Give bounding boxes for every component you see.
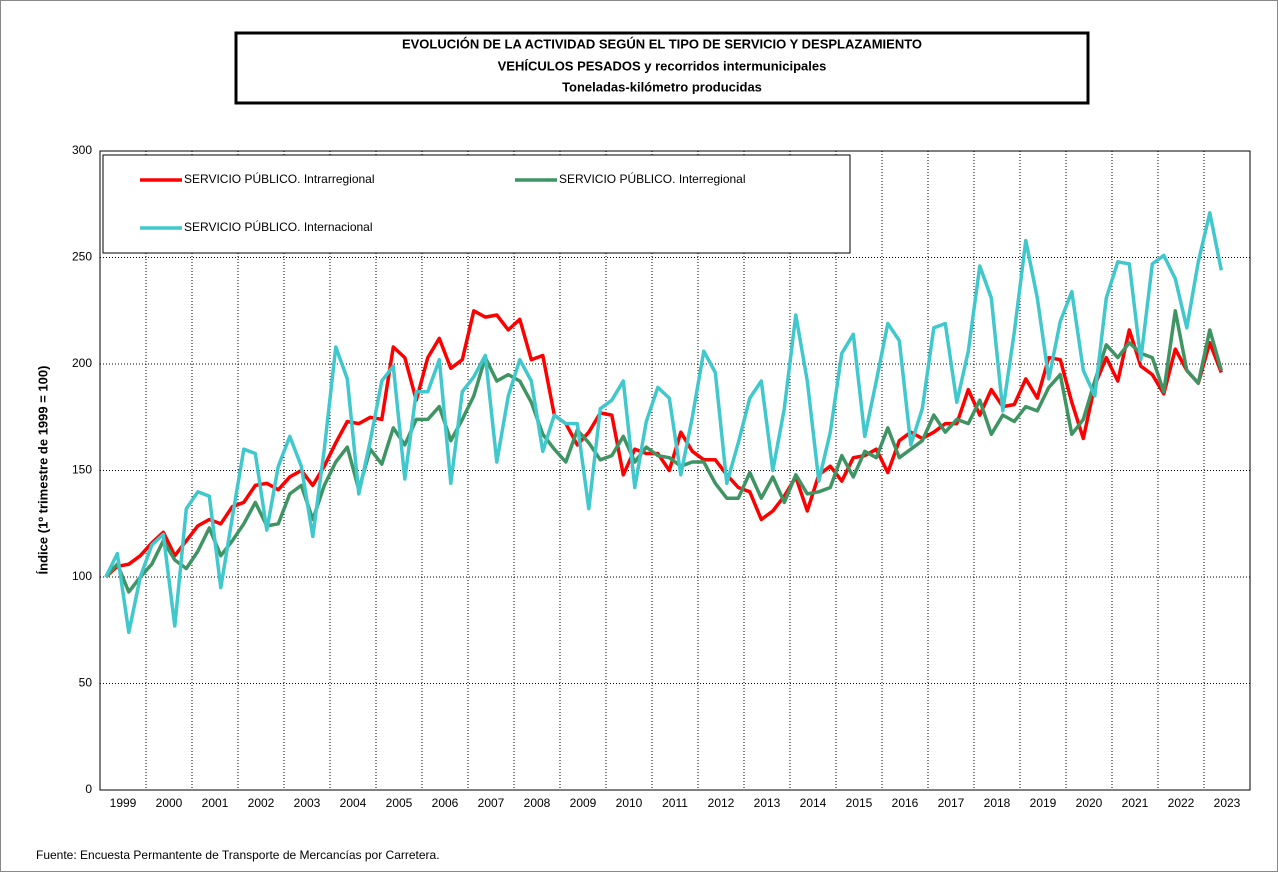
series-line: [104, 309, 1223, 579]
legend-label: SERVICIO PÚBLICO. Internacional: [184, 219, 373, 234]
y-tick-label: 150: [72, 463, 92, 477]
x-tick-label: 1999: [110, 796, 137, 810]
x-tick-label: 2016: [892, 796, 919, 810]
x-tick-label: 2000: [156, 796, 183, 810]
x-tick-label: 2003: [294, 796, 321, 810]
x-tick-label: 2023: [1214, 796, 1241, 810]
x-tick-label: 2015: [846, 796, 873, 810]
legend-label: SERVICIO PÚBLICO. Intrarregional: [184, 171, 375, 186]
chart-title: EVOLUCIÓN DE LA ACTIVIDAD SEGÚN EL TIPO …: [402, 36, 922, 51]
y-tick-label: 0: [85, 782, 92, 796]
x-tick-label: 2020: [1076, 796, 1103, 810]
y-tick-label: 250: [72, 250, 92, 264]
x-tick-label: 2007: [478, 796, 505, 810]
series-line: [104, 211, 1224, 635]
x-tick-label: 2002: [248, 796, 275, 810]
y-tick-label: 200: [72, 356, 92, 370]
plot-area: [99, 150, 1251, 791]
x-tick-label: 2004: [340, 796, 367, 810]
x-tick-label: 2001: [202, 796, 229, 810]
chart-subtitle: Toneladas-kilómetro producidas: [562, 79, 762, 94]
legend-box: [102, 154, 851, 254]
x-tick-label: 2011: [662, 796, 688, 810]
x-tick-label: 2018: [984, 796, 1011, 810]
x-tick-label: 2017: [938, 796, 965, 810]
y-tick-label: 300: [72, 143, 92, 157]
x-tick-label: 2009: [570, 796, 597, 810]
chart-subtitle: VEHÍCULOS PESADOS y recorridos intermuni…: [498, 58, 827, 73]
x-tick-label: 2013: [754, 796, 781, 810]
legend-label: SERVICIO PÚBLICO. Interregional: [559, 171, 746, 186]
x-tick-label: 2006: [432, 796, 459, 810]
x-tick-label: 2014: [800, 796, 827, 810]
x-tick-label: 2021: [1122, 796, 1149, 810]
title-box: [234, 31, 1090, 105]
series-line: [104, 309, 1223, 594]
x-tick-label: 2022: [1168, 796, 1195, 810]
y-tick-label: 50: [79, 676, 93, 690]
y-axis-label: Índice (1º trimestre de 1999 = 100): [35, 366, 50, 575]
x-tick-label: 2019: [1030, 796, 1057, 810]
x-tick-label: 2010: [616, 796, 643, 810]
x-tick-label: 2012: [708, 796, 735, 810]
source-note: Fuente: Encuesta Permantente de Transpor…: [36, 848, 440, 862]
x-tick-label: 2005: [386, 796, 413, 810]
x-tick-label: 2008: [524, 796, 551, 810]
y-tick-label: 100: [72, 569, 92, 583]
